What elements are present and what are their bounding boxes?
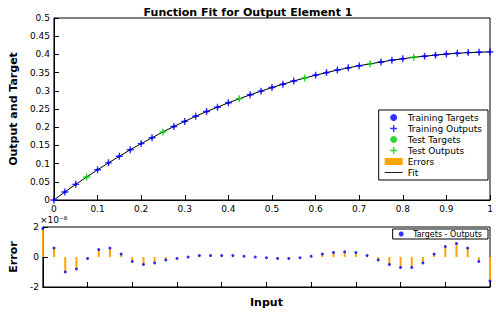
svg-text:1: 1	[487, 204, 493, 214]
svg-text:×10⁻⁶: ×10⁻⁶	[40, 215, 68, 225]
svg-text:0.3: 0.3	[36, 86, 50, 96]
svg-text:0.6: 0.6	[308, 204, 323, 214]
svg-text:0.5: 0.5	[265, 204, 279, 214]
svg-text:0.1: 0.1	[90, 204, 104, 214]
svg-text:Training Outputs: Training Outputs	[407, 124, 483, 134]
svg-text:0.4: 0.4	[221, 204, 236, 214]
svg-text:0.7: 0.7	[352, 204, 366, 214]
svg-text:0.05: 0.05	[30, 177, 50, 187]
svg-text:Targets - Outputs: Targets - Outputs	[412, 230, 482, 239]
svg-text:Test Targets: Test Targets	[407, 135, 461, 145]
svg-text:Function Fit for Output Elemen: Function Fit for Output Element 1	[144, 6, 353, 19]
svg-text:0.35: 0.35	[30, 68, 50, 78]
svg-text:-2: -2	[30, 282, 39, 292]
svg-text:0: 0	[51, 204, 57, 214]
svg-text:2: 2	[33, 222, 39, 232]
svg-text:0.2: 0.2	[36, 122, 50, 132]
svg-text:Error: Error	[7, 241, 20, 273]
svg-text:Training Targets: Training Targets	[407, 113, 479, 123]
svg-text:Output and Target: Output and Target	[7, 52, 20, 166]
svg-text:Test Outputs: Test Outputs	[407, 146, 465, 156]
svg-text:Errors: Errors	[408, 157, 435, 167]
svg-text:0.45: 0.45	[30, 31, 50, 41]
svg-text:Fit: Fit	[408, 168, 419, 178]
svg-text:Input: Input	[250, 296, 283, 309]
svg-text:0.3: 0.3	[178, 204, 192, 214]
svg-text:0.9: 0.9	[439, 204, 454, 214]
svg-text:0.4: 0.4	[36, 49, 51, 59]
svg-text:0.15: 0.15	[30, 140, 50, 150]
svg-text:0.8: 0.8	[396, 204, 411, 214]
svg-text:0.5: 0.5	[36, 13, 50, 23]
svg-text:0.1: 0.1	[36, 159, 50, 169]
svg-text:0: 0	[33, 252, 39, 262]
svg-text:0.25: 0.25	[30, 104, 50, 114]
svg-text:0: 0	[44, 195, 50, 205]
svg-text:0.2: 0.2	[134, 204, 148, 214]
